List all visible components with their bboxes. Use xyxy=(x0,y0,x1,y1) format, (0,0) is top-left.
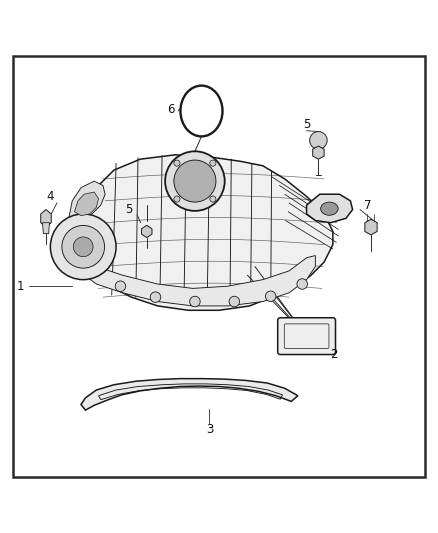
Circle shape xyxy=(210,196,216,202)
Polygon shape xyxy=(41,209,51,227)
Circle shape xyxy=(210,160,216,166)
Text: 5: 5 xyxy=(303,118,310,131)
Circle shape xyxy=(50,214,116,280)
Text: 4: 4 xyxy=(46,190,54,203)
Polygon shape xyxy=(141,225,152,238)
Polygon shape xyxy=(81,378,298,410)
Text: 1: 1 xyxy=(17,280,25,293)
FancyBboxPatch shape xyxy=(278,318,336,354)
Ellipse shape xyxy=(321,202,338,215)
Circle shape xyxy=(165,151,225,211)
Circle shape xyxy=(297,279,307,289)
Polygon shape xyxy=(68,181,105,223)
Text: 2: 2 xyxy=(330,349,338,361)
Circle shape xyxy=(62,225,105,268)
Circle shape xyxy=(115,281,126,292)
Circle shape xyxy=(265,291,276,302)
Polygon shape xyxy=(74,155,333,310)
Polygon shape xyxy=(88,255,315,306)
Circle shape xyxy=(174,160,180,166)
Text: 3: 3 xyxy=(206,423,213,436)
Circle shape xyxy=(73,237,93,257)
Circle shape xyxy=(190,296,200,307)
Circle shape xyxy=(150,292,161,302)
Text: 6: 6 xyxy=(167,103,175,116)
Polygon shape xyxy=(307,194,353,223)
Polygon shape xyxy=(313,146,324,159)
Text: 7: 7 xyxy=(364,199,372,212)
Circle shape xyxy=(174,160,216,202)
Circle shape xyxy=(229,296,240,307)
Text: 5: 5 xyxy=(126,203,133,216)
Polygon shape xyxy=(365,219,377,235)
Polygon shape xyxy=(42,223,49,233)
Polygon shape xyxy=(74,192,99,216)
Circle shape xyxy=(174,196,180,202)
Circle shape xyxy=(310,132,327,149)
